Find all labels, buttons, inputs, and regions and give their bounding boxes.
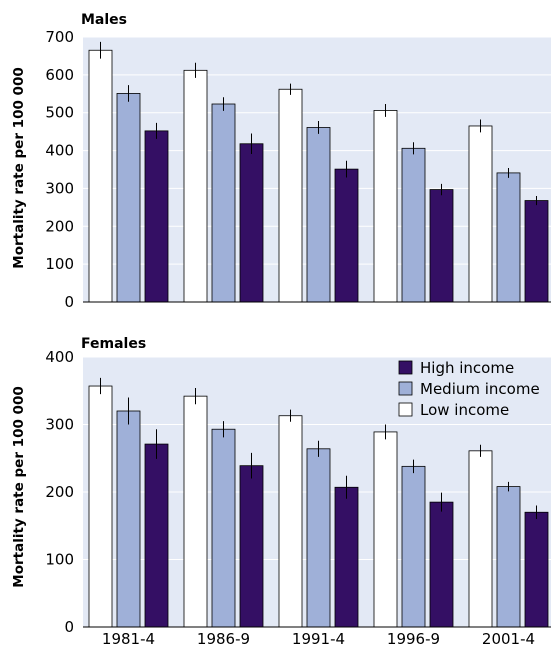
bar <box>211 103 236 303</box>
bar <box>278 415 303 628</box>
legend-label: High income <box>420 359 514 377</box>
y-tick-label: 0 <box>64 293 74 311</box>
legend-swatch <box>398 402 413 417</box>
legend-label: Low income <box>420 401 509 419</box>
bar <box>183 395 208 628</box>
y-tick-label: 400 <box>45 142 74 160</box>
bar <box>183 69 208 303</box>
bar <box>144 130 169 303</box>
y-axis-label: Mortality rate per 100 000 <box>11 386 27 587</box>
bar <box>524 200 549 303</box>
x-tick-label: 1981-4 <box>102 630 155 647</box>
bar <box>116 93 141 303</box>
bar <box>306 448 331 628</box>
bar <box>334 168 359 303</box>
bar <box>401 465 426 628</box>
males-panel: 0 100 200 300 400 500 600 700 Males Mortality rat… <box>11 12 551 311</box>
y-tick-label: 0 <box>64 618 74 636</box>
x-tick-label: 1991-4 <box>292 630 345 647</box>
bar <box>306 127 331 303</box>
y-tick-label: 100 <box>45 551 74 569</box>
panel-title: Males <box>81 12 127 28</box>
y-tick-label: 100 <box>45 255 74 273</box>
bar <box>239 143 264 303</box>
legend: High income Medium income Low income <box>398 359 540 419</box>
x-tick-label: 1986-9 <box>197 630 250 647</box>
y-tick-label: 200 <box>45 483 74 501</box>
legend-swatch <box>398 360 413 375</box>
bar <box>88 49 113 303</box>
y-tick-label: 700 <box>45 28 74 46</box>
bar <box>496 172 521 303</box>
bar <box>496 486 521 628</box>
x-tick-label: 2001-4 <box>482 630 535 647</box>
legend-label: Medium income <box>420 380 540 398</box>
y-tick-label: 300 <box>45 416 74 434</box>
y-tick-label: 600 <box>45 66 74 84</box>
bar <box>144 443 169 628</box>
bar <box>401 147 426 303</box>
y-axis-label: Mortality rate per 100 000 <box>11 67 27 268</box>
females-panel: 0 100 200 300 400 Females Mortality rate per 1… <box>11 336 551 648</box>
bar <box>88 385 113 628</box>
y-tick-label: 200 <box>45 217 74 235</box>
panel-title: Females <box>81 336 146 352</box>
bar <box>468 125 493 303</box>
bar <box>334 486 359 628</box>
bar <box>116 410 141 628</box>
bar <box>429 501 454 628</box>
y-tick-label: 300 <box>45 179 74 197</box>
y-tick-label: 500 <box>45 104 74 122</box>
y-tick-label: 400 <box>45 348 74 366</box>
bar <box>239 465 264 628</box>
bar <box>373 431 398 628</box>
bar <box>429 189 454 303</box>
bar <box>524 511 549 628</box>
legend-swatch <box>398 381 413 396</box>
bar <box>373 110 398 303</box>
bar <box>211 428 236 628</box>
bar <box>468 450 493 628</box>
x-tick-label: 1996-9 <box>387 630 440 647</box>
bar <box>278 88 303 303</box>
